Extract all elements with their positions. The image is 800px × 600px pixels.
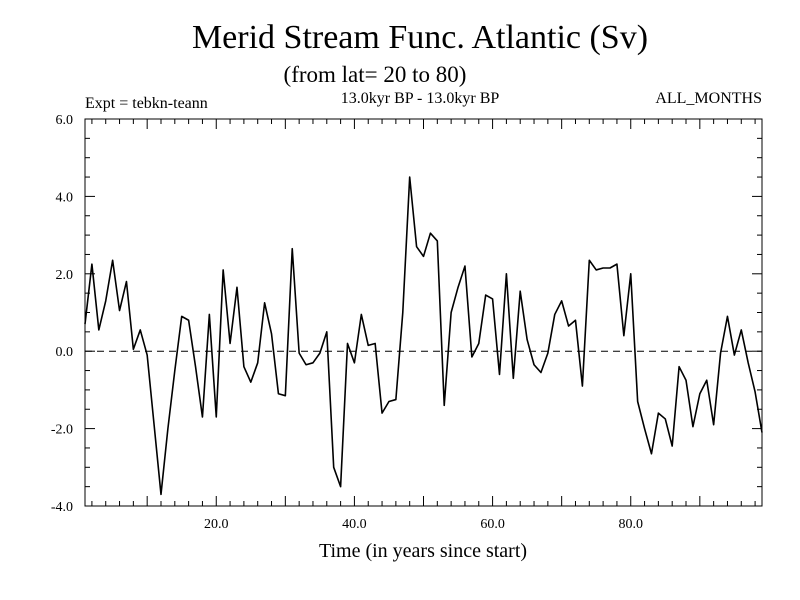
- x-tick-label: 20.0: [204, 517, 229, 532]
- series-layer: [84, 176, 763, 496]
- months-label: ALL_MONTHS: [655, 90, 762, 107]
- experiment-label: Expt = tebkn-teann: [85, 95, 208, 112]
- y-tick-label: 2.0: [56, 268, 74, 283]
- series-line: [84, 176, 763, 496]
- y-tick-label: 0.0: [56, 345, 74, 360]
- x-tick-label: 60.0: [480, 517, 505, 532]
- x-axis-label: Time (in years since start): [319, 540, 527, 562]
- period-label: 13.0kyr BP - 13.0kyr BP: [341, 90, 500, 107]
- chart-title: Merid Stream Func. Atlantic (Sv): [192, 19, 648, 56]
- x-tick-label: 40.0: [342, 517, 367, 532]
- y-tick-label: 6.0: [56, 113, 74, 128]
- y-tick-label: -2.0: [51, 423, 73, 438]
- tick-labels: -4.0 -2.0 0.0 2.0 4.0 6.0 20.0 40.0 60.0 80.0: [51, 113, 643, 532]
- chart-subtitle: (from lat= 20 to 80): [284, 62, 467, 87]
- x-tick-label: 80.0: [618, 517, 643, 532]
- tick-marks: [85, 118, 762, 507]
- plot-frame: [84, 118, 763, 507]
- y-tick-label: 4.0: [56, 190, 74, 205]
- y-tick-label: -4.0: [51, 500, 73, 515]
